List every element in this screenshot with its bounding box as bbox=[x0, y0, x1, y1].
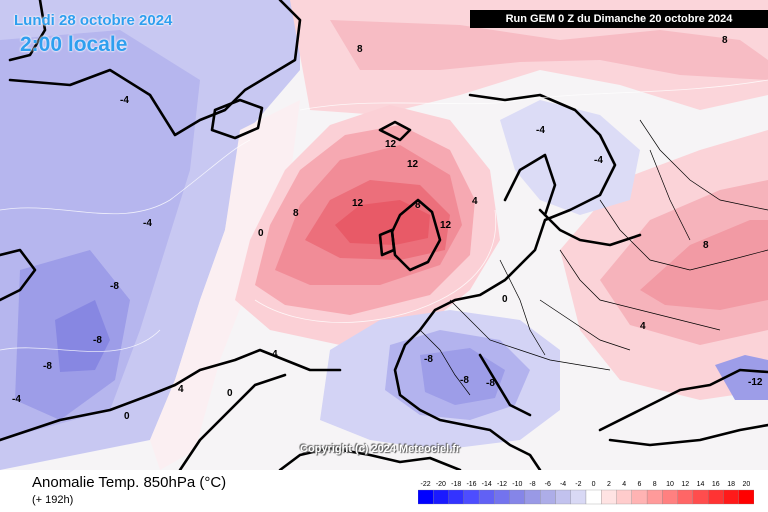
contour-label: -8 bbox=[460, 375, 469, 386]
legend-swatch bbox=[723, 489, 739, 505]
map-footer: Anomalie Temp. 850hPa (°C) (+ 192h) -22-… bbox=[0, 470, 768, 512]
legend-tick-label: -10 bbox=[512, 481, 522, 488]
legend-swatch bbox=[662, 489, 678, 505]
contour-label: -4 bbox=[143, 218, 152, 229]
contour-label: -12 bbox=[748, 377, 763, 388]
contour-label: -8 bbox=[43, 361, 52, 372]
legend-swatch bbox=[478, 489, 495, 505]
contour-label: -4 bbox=[536, 125, 545, 136]
contour-label: 8 bbox=[415, 200, 421, 211]
contour-labels: 12 12 12 12 8 8 8 8 8 4 4 4 4 0 0 0 0 -4… bbox=[12, 35, 763, 422]
legend-tick-label: -20 bbox=[436, 481, 446, 488]
contour-label: -4 bbox=[120, 95, 129, 106]
warm-anomaly-north bbox=[290, 0, 768, 115]
contour-label: 8 bbox=[357, 44, 363, 55]
contour-label: -8 bbox=[486, 378, 495, 389]
contour-label: 4 bbox=[178, 384, 184, 395]
legend-swatch bbox=[540, 489, 556, 505]
contour-label: 4 bbox=[472, 196, 478, 207]
contour-label: 12 bbox=[352, 198, 364, 209]
contour-label: 0 bbox=[258, 228, 264, 239]
legend-tick-label: 0 bbox=[592, 481, 596, 488]
legend-tick-label: 18 bbox=[727, 481, 735, 488]
legend-swatch bbox=[738, 489, 754, 505]
temperature-anomaly-map: 12 12 12 12 8 8 8 8 8 4 4 4 4 0 0 0 0 -4… bbox=[0, 0, 768, 470]
contour-label: 0 bbox=[502, 294, 508, 305]
legend-tick-label: 16 bbox=[712, 481, 720, 488]
legend-swatch bbox=[708, 489, 724, 505]
cold-anomaly-central bbox=[320, 310, 560, 450]
contour-label: 8 bbox=[722, 35, 728, 46]
color-scale-legend: -22 -20 -18 -16 -14 -12 -10 -8 -6 -4 -2 0 2 4 6 8 10 12 14… bbox=[418, 481, 754, 505]
legend-swatch bbox=[631, 489, 648, 505]
legend-tick-label: -18 bbox=[451, 481, 461, 488]
legend-tick-label: 2 bbox=[607, 481, 611, 488]
run-info-banner: Run GEM 0 Z du Dimanche 20 octobre 2024 bbox=[470, 10, 768, 28]
legend-tick-label: -4 bbox=[560, 481, 566, 488]
legend-tick-label: -16 bbox=[466, 481, 476, 488]
legend-swatch bbox=[524, 489, 541, 505]
legend-swatch bbox=[646, 489, 663, 505]
local-time-label: 2:00 locale bbox=[20, 33, 128, 56]
contour-label: -4 bbox=[12, 394, 21, 405]
legend-tick-label: -12 bbox=[497, 481, 507, 488]
contour-label: 0 bbox=[227, 388, 233, 399]
contour-label: 12 bbox=[440, 220, 452, 231]
legend-tick-label: -14 bbox=[482, 481, 492, 488]
legend-tick-label: -8 bbox=[529, 481, 535, 488]
contour-label: 4 bbox=[272, 349, 278, 360]
legend-swatch bbox=[692, 489, 709, 505]
contour-label: 4 bbox=[640, 321, 646, 332]
legend-swatch bbox=[555, 489, 571, 505]
legend-swatch bbox=[433, 489, 449, 505]
legend-swatch bbox=[418, 489, 434, 505]
copyright-notice: Copyright (c) 2024 Meteociel.fr bbox=[300, 443, 461, 455]
legend-tick-label: -22 bbox=[421, 481, 431, 488]
legend-swatch bbox=[463, 489, 480, 505]
legend-swatch bbox=[509, 489, 526, 505]
country-borders bbox=[419, 119, 768, 396]
legend-tick-label: 14 bbox=[697, 481, 705, 488]
contour-label: 12 bbox=[385, 139, 397, 150]
valid-date-label: Lundi 28 octobre 2024 bbox=[14, 12, 173, 29]
contour-label: -8 bbox=[93, 335, 102, 346]
legend-tick-label: -2 bbox=[575, 481, 581, 488]
legend-swatch bbox=[677, 489, 694, 505]
legend-tick-label: 4 bbox=[622, 481, 626, 488]
contour-label: -4 bbox=[594, 155, 603, 166]
legend-tick-label: 8 bbox=[653, 481, 657, 488]
contour-lines bbox=[0, 79, 768, 352]
legend-tick-label: 20 bbox=[743, 481, 751, 488]
legend-swatch bbox=[616, 489, 632, 505]
contour-label: -8 bbox=[424, 354, 433, 365]
warm-anomaly-core bbox=[235, 105, 500, 345]
legend-swatch bbox=[570, 489, 587, 505]
cold-anomaly-west bbox=[0, 0, 300, 470]
legend-swatch bbox=[494, 489, 510, 505]
contour-label: -8 bbox=[110, 281, 119, 292]
cold-anomaly-east bbox=[715, 355, 768, 400]
legend-swatch bbox=[601, 489, 617, 505]
legend-tick-label: -6 bbox=[545, 481, 551, 488]
forecast-step-label: (+ 192h) bbox=[32, 494, 74, 506]
legend-tick-label: 12 bbox=[681, 481, 689, 488]
legend-tick-label: 10 bbox=[666, 481, 674, 488]
contour-label: 8 bbox=[703, 240, 709, 251]
contour-label: 0 bbox=[124, 411, 130, 422]
legend-swatch bbox=[585, 489, 602, 505]
legend-tick-label: 6 bbox=[638, 481, 642, 488]
contour-label: 12 bbox=[407, 159, 419, 170]
coastlines bbox=[0, 0, 768, 470]
parameter-title: Anomalie Temp. 850hPa (°C) bbox=[32, 474, 227, 491]
contour-label: 8 bbox=[293, 208, 299, 219]
legend-swatch bbox=[448, 489, 464, 505]
